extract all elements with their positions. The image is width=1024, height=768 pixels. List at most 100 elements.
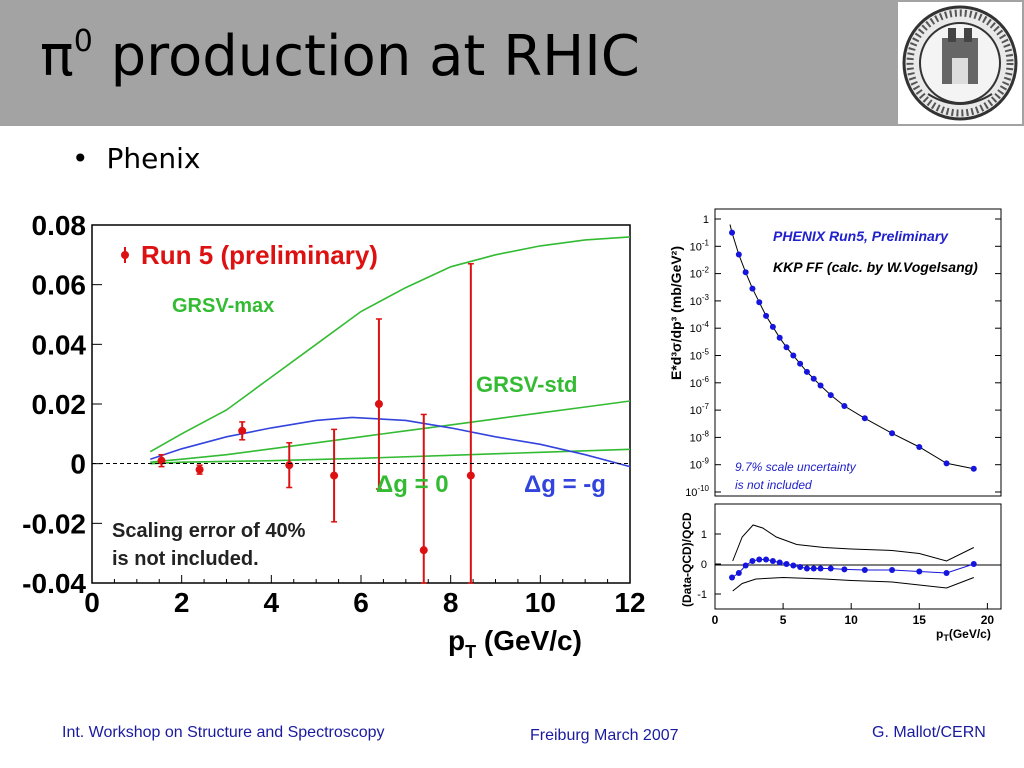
ratio-point	[916, 568, 923, 575]
footer-right: G. Mallot/CERN	[872, 724, 986, 741]
y-tick-base: 10	[690, 296, 702, 308]
ratio-point	[803, 565, 810, 572]
y-tick-exponent: -6	[702, 375, 710, 384]
ratio-point	[729, 574, 736, 581]
scaling-note-line2: is not included.	[112, 548, 259, 570]
ratio-point	[943, 570, 950, 576]
data-point	[195, 465, 204, 474]
y-tick-label: 0	[701, 559, 707, 571]
ratio-point	[776, 559, 783, 566]
cross-section-point	[889, 430, 896, 437]
ratio-y-label: (Data-QCD)/QCD	[680, 512, 694, 607]
y-tick-exponent: -2	[702, 266, 710, 275]
footer-center: Freiburg March 2007	[530, 727, 679, 744]
cross-section-point	[756, 299, 763, 306]
y-tick-label: 10-3	[690, 293, 710, 308]
ratio-point	[790, 562, 797, 569]
y-tick-label: 0.08	[32, 210, 87, 241]
ratio-point	[817, 565, 824, 572]
x-tick-label: 4	[264, 587, 280, 618]
x-tick-label: 6	[353, 587, 369, 618]
page-title: π0 production at RHIC	[40, 24, 640, 89]
uncertainty-band-lower	[732, 576, 974, 592]
bullet-item: • Phenix	[72, 142, 201, 175]
dg-zero-curve	[150, 448, 631, 465]
y-tick-exponent: -3	[702, 293, 710, 302]
cross-section-point	[742, 269, 749, 276]
x-tick-label: 15	[913, 613, 927, 627]
ratio-point	[735, 570, 742, 576]
cross-section-point	[827, 392, 834, 399]
cross-section-point	[729, 229, 736, 236]
x-tick-label: 2	[174, 587, 190, 618]
cross-section-point	[803, 368, 810, 375]
y-tick-label: -0.04	[22, 568, 86, 599]
scale-note-line2: is not included	[735, 478, 812, 492]
ratio-point	[827, 565, 834, 572]
y-tick-label: 10-2	[690, 266, 710, 281]
y-tick-base: 10	[690, 405, 702, 417]
cross-section-point	[763, 312, 770, 319]
cross-section-point	[817, 382, 824, 389]
cross-section-chart: 110-110-210-310-410-510-610-710-810-910-…	[668, 208, 1002, 499]
cross-section-point	[790, 352, 797, 359]
y-tick-base: 10	[690, 378, 702, 390]
y-tick-base: 1	[703, 214, 709, 226]
data-point	[285, 461, 294, 470]
ratio-point	[810, 565, 817, 572]
grsv-max-curve	[149, 236, 631, 453]
dg-minus-g-label: Δg = -g	[524, 471, 606, 498]
cross-section-point	[916, 443, 923, 450]
y-tick-base: 10	[690, 460, 702, 472]
cross-section-point	[783, 344, 790, 351]
ratio-point	[797, 564, 804, 570]
cross-section-y-label: E*d³σ/dp³ (mb/GeV²)	[668, 246, 684, 380]
footer-left: Int. Workshop on Structure and Spectrosc…	[62, 724, 385, 741]
cross-section-point	[943, 460, 950, 467]
x-tick-label: 10	[525, 587, 556, 618]
y-tick-exponent: -7	[702, 402, 710, 411]
ratio-x-label: pT(GeV/c)	[936, 627, 991, 643]
cross-section-point	[735, 251, 742, 258]
y-tick-exponent: -4	[702, 320, 710, 329]
x-tick-label: 0	[712, 613, 719, 627]
scaling-note-line1: Scaling error of 40%	[112, 520, 306, 542]
y-tick-label: 10-1	[690, 238, 710, 253]
data-point	[330, 471, 339, 480]
y-tick-exponent: -1	[702, 238, 710, 247]
x-tick-label: 0	[84, 587, 100, 618]
y-tick-label: 10-6	[690, 375, 710, 390]
ratio-point	[889, 567, 896, 573]
legend-run5-label: Run 5 (preliminary)	[141, 240, 378, 270]
ratio-point	[763, 556, 770, 563]
cross-section-point	[776, 334, 783, 341]
ratio-point	[970, 561, 977, 567]
ratio-point	[756, 556, 763, 563]
x-tick-label: 10	[845, 613, 859, 627]
kkp-ff-curve	[729, 224, 974, 470]
y-tick-label: -1	[697, 589, 707, 601]
y-tick-base: 10	[690, 323, 702, 335]
grsv-max-label: GRSV-max	[172, 295, 274, 317]
legend: Run 5 (preliminary)	[121, 240, 378, 270]
x-tick-label: 5	[780, 613, 787, 627]
x-axis-label: pT (GeV/c)	[448, 625, 582, 662]
grsv-std-label: GRSV-std	[476, 372, 577, 397]
ratio-point	[769, 558, 776, 564]
data-point	[374, 400, 383, 408]
y-tick-exponent: -8	[702, 429, 710, 438]
data-point	[466, 471, 475, 480]
phenix-legend-label: PHENIX Run5, Preliminary	[773, 228, 949, 244]
y-tick-label: -0.02	[22, 508, 86, 539]
data-point	[419, 546, 428, 555]
x-tick-label: 12	[614, 587, 645, 618]
title-bar	[0, 0, 1024, 126]
y-tick-base: 10	[690, 269, 702, 281]
cross-section-point	[810, 375, 817, 382]
ratio-point	[841, 566, 848, 573]
y-tick-label: 10-4	[690, 320, 710, 335]
kkp-legend-label: KKP FF (calc. by W.Vogelsang)	[773, 259, 978, 275]
dg-zero-label: Δg = 0	[376, 471, 449, 498]
y-tick-label: 0.02	[32, 389, 87, 420]
